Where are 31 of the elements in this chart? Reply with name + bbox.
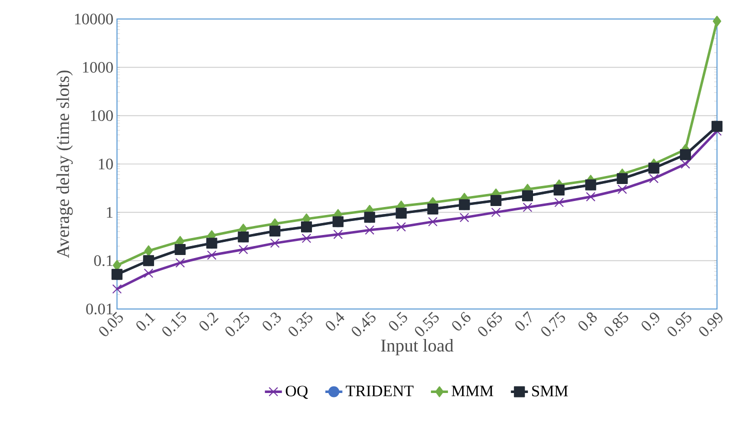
x-tick-label: 0.45 bbox=[352, 312, 376, 336]
legend-label: TRIDENT bbox=[346, 386, 414, 396]
x-tick-label: 0.75 bbox=[541, 312, 566, 336]
x-tick-label: 0.6 bbox=[452, 312, 470, 330]
x-tick-label: 0.4 bbox=[326, 312, 344, 330]
y-tick-label: 1 bbox=[106, 207, 113, 218]
y-tick-label: 100 bbox=[90, 110, 113, 122]
x-tick-label: 0.3 bbox=[262, 312, 281, 330]
legend-label: OQ bbox=[286, 386, 308, 399]
x-tick-label: 0.35 bbox=[288, 312, 312, 336]
x-tick-label: 0.65 bbox=[478, 312, 502, 336]
legend-label: SMM bbox=[532, 386, 568, 396]
legend-label: MMM bbox=[452, 386, 494, 396]
x-tick-label: 0.9 bbox=[642, 312, 660, 330]
y-tick-label: 10000 bbox=[75, 14, 113, 24]
x-tick-label: 0.8 bbox=[578, 312, 597, 330]
x-tick-label: 0.95 bbox=[668, 312, 692, 336]
x-axis-title: Input load bbox=[381, 339, 454, 356]
x-tick-label: 0.7 bbox=[515, 311, 532, 330]
x-tick-label: 0.15 bbox=[162, 312, 186, 336]
x-tick-label: 0.55 bbox=[414, 312, 439, 336]
y-tick-label: 1000 bbox=[83, 62, 113, 73]
x-tick-label: 0.99 bbox=[699, 312, 722, 336]
x-tick-label: 0.5 bbox=[389, 312, 408, 330]
x-tick-label: 0.2 bbox=[200, 312, 219, 330]
y-tick-label: 0.1 bbox=[94, 255, 113, 266]
y-axis-title: Average delay (time slots) bbox=[56, 70, 73, 258]
x-tick-label: 0.25 bbox=[226, 312, 250, 336]
y-tick-label: 10 bbox=[98, 158, 113, 170]
x-tick-label: 0.85 bbox=[604, 312, 628, 336]
x-tick-label: 0.1 bbox=[136, 312, 156, 330]
